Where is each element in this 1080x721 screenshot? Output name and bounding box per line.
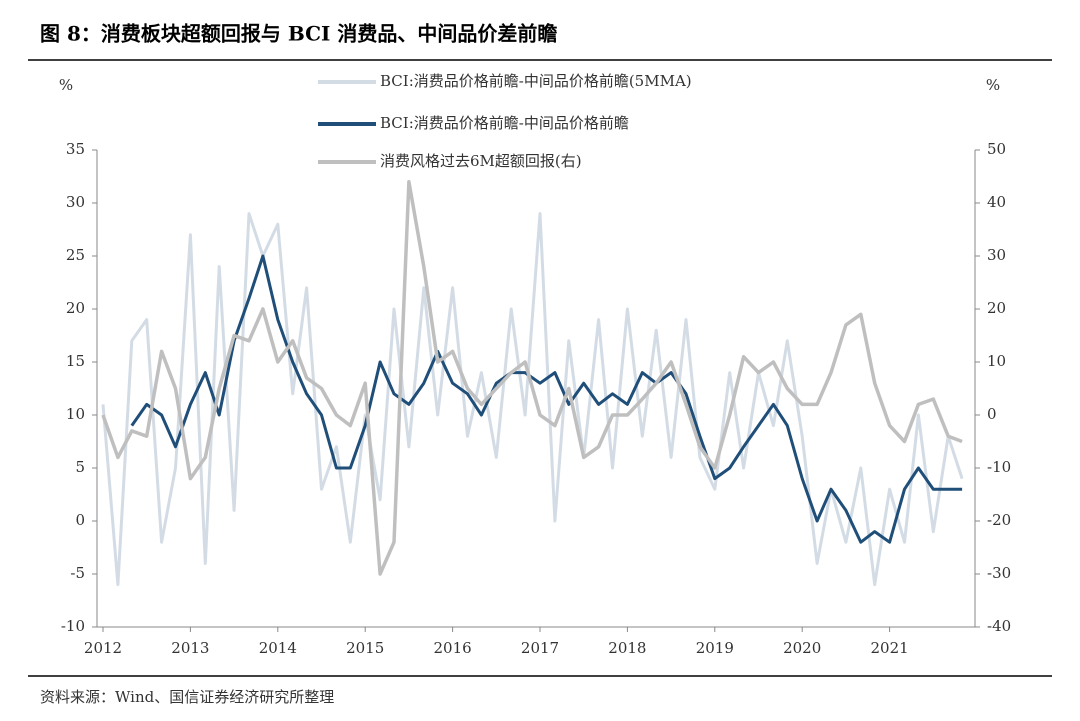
chart-title: 图 8：消费板块超额回报与 BCI 消费品、中间品价差前瞻 [40,22,557,46]
y-axis-label: % [59,76,73,94]
y-tick-label: 5 [75,458,85,476]
x-tick-label: 2015 [346,639,384,657]
y-tick-label: 30 [66,193,85,211]
x-tick-label: 2019 [696,639,734,657]
x-tick-label: 2013 [171,639,209,657]
y2-tick-label: -10 [987,458,1011,476]
x-tick-label: 2016 [434,639,472,657]
y2-tick-label: 0 [987,405,997,423]
series-line [130,254,963,544]
y-tick-label: 20 [66,299,85,317]
source: 资料来源：Wind、国信证券经济研究所整理 [40,688,334,706]
y2-tick-label: 20 [987,299,1006,317]
series-line [101,180,963,576]
y-tick-label: 35 [66,140,85,158]
y2-tick-label: 40 [987,193,1006,211]
legend-label: BCI:消费品价格前瞻-中间品价格前瞻(5MMA) [380,72,692,90]
legend-label: 消费风格过去6M超额回报(右) [380,152,582,170]
y-tick-label: 15 [66,352,85,370]
y2-tick-label: -40 [987,617,1011,635]
y2-tick-label: 30 [987,246,1006,264]
y2-axis-label: % [986,76,1000,94]
y2-tick-label: 50 [987,140,1006,158]
y-tick-label: -10 [61,617,85,635]
y2-tick-label: 10 [987,352,1006,370]
y-tick-label: 0 [75,511,85,529]
series-line [101,212,964,587]
x-tick-label: 2018 [608,639,646,657]
x-tick-label: 2017 [521,639,559,657]
y-tick-label: -5 [70,564,85,582]
y2-tick-label: -30 [987,564,1011,582]
x-tick-label: 2021 [871,639,909,657]
y2-tick-label: -20 [987,511,1011,529]
x-tick-label: 2014 [259,639,297,657]
y-tick-label: 10 [66,405,85,423]
x-tick-label: 2012 [84,639,122,657]
y-tick-label: 25 [66,246,85,264]
legend-label: BCI:消费品价格前瞻-中间品价格前瞻 [380,114,629,132]
x-tick-label: 2020 [783,639,821,657]
